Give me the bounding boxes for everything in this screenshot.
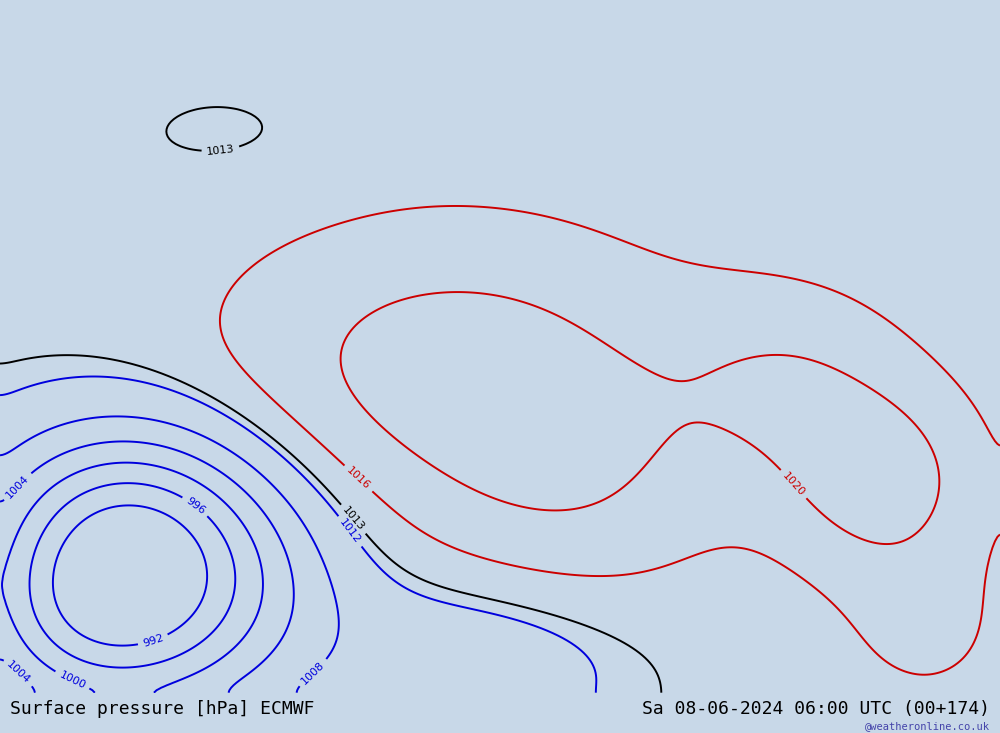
Text: @weatheronline.co.uk: @weatheronline.co.uk bbox=[865, 721, 990, 731]
Text: 1013: 1013 bbox=[206, 144, 235, 157]
Text: 1013: 1013 bbox=[341, 505, 366, 533]
Text: 1004: 1004 bbox=[4, 473, 31, 500]
Text: 992: 992 bbox=[141, 633, 165, 649]
Text: 1016: 1016 bbox=[345, 465, 372, 492]
Text: 996: 996 bbox=[184, 496, 207, 516]
Text: 1004: 1004 bbox=[5, 660, 32, 686]
Text: Surface pressure [hPa] ECMWF: Surface pressure [hPa] ECMWF bbox=[10, 700, 314, 718]
Text: 1000: 1000 bbox=[57, 670, 87, 691]
Text: 1020: 1020 bbox=[780, 471, 807, 498]
Text: 1012: 1012 bbox=[338, 517, 363, 545]
Text: 1008: 1008 bbox=[300, 660, 327, 686]
Text: Sa 08-06-2024 06:00 UTC (00+174): Sa 08-06-2024 06:00 UTC (00+174) bbox=[642, 700, 990, 718]
